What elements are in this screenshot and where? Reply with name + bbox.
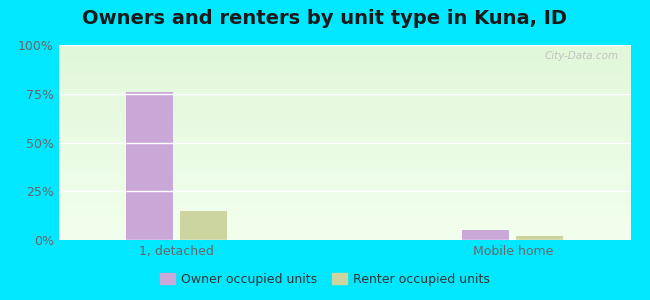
- Bar: [462, 230, 510, 240]
- Bar: [516, 236, 563, 240]
- Bar: [179, 211, 227, 240]
- Bar: [126, 92, 173, 240]
- Text: Owners and renters by unit type in Kuna, ID: Owners and renters by unit type in Kuna,…: [83, 9, 567, 28]
- Legend: Owner occupied units, Renter occupied units: Owner occupied units, Renter occupied un…: [155, 268, 495, 291]
- Text: City-Data.com: City-Data.com: [545, 51, 619, 61]
